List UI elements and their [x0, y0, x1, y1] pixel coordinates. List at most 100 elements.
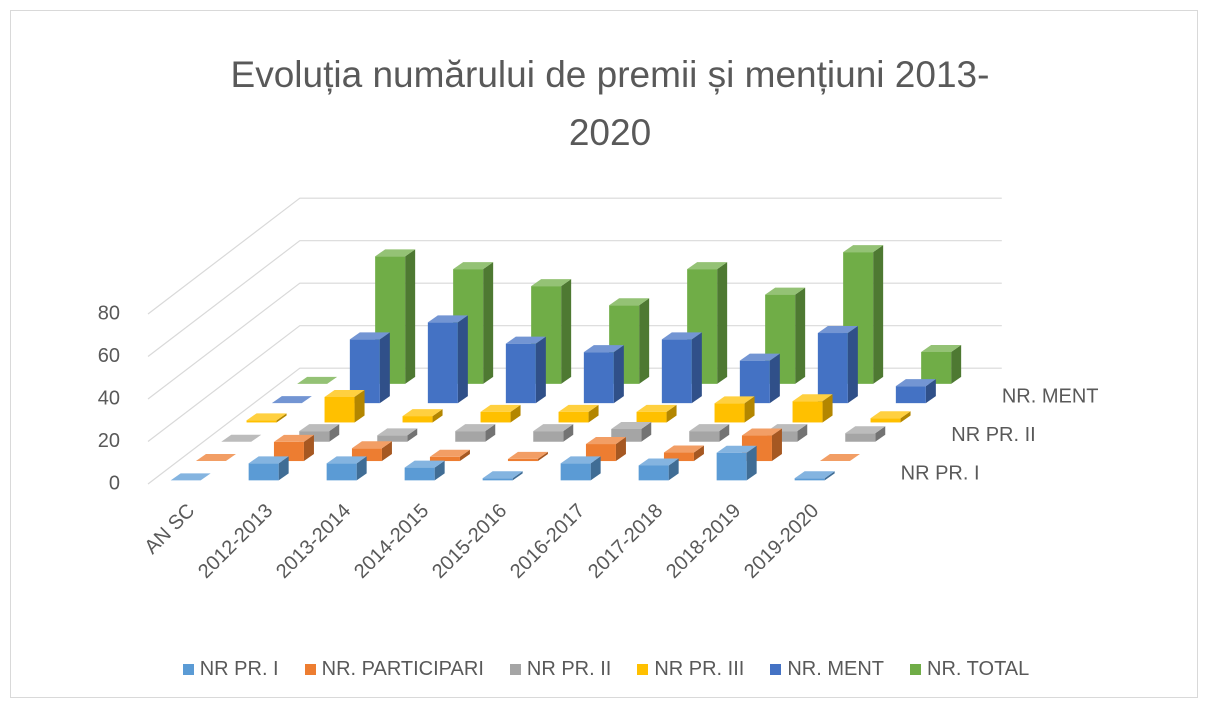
bar-side	[276, 413, 287, 423]
bar-side	[590, 456, 601, 481]
bar-top	[585, 437, 626, 445]
bar	[377, 435, 408, 442]
legend-item: NR. MENT	[770, 658, 884, 681]
bar-top	[299, 424, 340, 432]
bar-top	[611, 422, 652, 429]
bar	[870, 418, 901, 423]
bar-side	[356, 456, 367, 481]
bar	[895, 386, 926, 404]
y-tick-label: 80	[98, 302, 120, 324]
legend-item: NR PR. I	[182, 658, 279, 681]
bar-side	[432, 409, 443, 423]
bar-top	[609, 298, 650, 306]
y-tick-label: 20	[98, 430, 120, 452]
bar-side	[822, 394, 833, 423]
legend-swatch	[182, 664, 194, 675]
bar-top	[687, 262, 728, 270]
bar	[326, 463, 357, 481]
bar-side	[457, 315, 468, 404]
bar-side	[588, 404, 599, 423]
bar	[739, 360, 770, 404]
bar-side	[303, 434, 314, 462]
bar-top	[248, 456, 289, 464]
bar-side	[329, 424, 340, 442]
y-tick-label: 40	[98, 387, 120, 409]
bar-top	[558, 404, 599, 412]
bar-side	[719, 424, 730, 442]
grid-line	[147, 240, 1002, 357]
bar-top	[246, 413, 287, 421]
bar	[480, 411, 511, 423]
bar-top	[351, 441, 392, 449]
bar	[636, 411, 667, 423]
bar	[560, 463, 591, 481]
bar-top	[661, 332, 702, 340]
bar-top	[819, 454, 860, 462]
chart-title: Evoluția numărului de premii și mențiuni…	[230, 54, 990, 153]
bar	[714, 403, 745, 423]
bar-top	[638, 458, 679, 466]
bar-side	[459, 449, 470, 462]
bar	[921, 351, 952, 384]
bar-top	[271, 396, 312, 404]
bar-side	[407, 428, 418, 442]
bar-side	[795, 287, 806, 384]
bar	[845, 433, 876, 442]
depth-label: NR PR. I	[901, 463, 980, 485]
bar-side	[744, 396, 755, 423]
bar-side	[771, 428, 782, 462]
bar	[299, 431, 330, 442]
bar-top	[453, 262, 494, 270]
bar	[716, 452, 747, 481]
bar	[273, 441, 304, 462]
grid-line	[147, 197, 1002, 315]
bar-side	[278, 456, 289, 481]
x-tick-label: 2012-2013	[194, 500, 277, 583]
bar	[404, 467, 435, 481]
bar-top	[663, 445, 704, 453]
bar-side	[769, 353, 780, 404]
bar-top	[402, 409, 443, 417]
bar-top	[427, 315, 468, 323]
bar-top	[377, 428, 418, 436]
bar-top	[843, 245, 884, 253]
bar-side	[485, 424, 496, 442]
x-tick-label: 2016-2017	[506, 500, 589, 583]
legend-item: NR. PARTICIPARI	[304, 658, 484, 681]
x-tick-label: 2013-2014	[272, 500, 355, 583]
bar-top	[375, 249, 416, 257]
bar-side	[925, 379, 936, 404]
depth-label: NR PR. II	[951, 424, 1035, 446]
bar-top	[765, 287, 806, 295]
bar-top	[794, 471, 835, 479]
bar-top	[404, 460, 445, 468]
x-tick-label: 2019-2020	[740, 500, 823, 583]
x-tick-label: 2014-2015	[350, 500, 433, 583]
bar-top	[636, 404, 677, 412]
bar-side	[615, 437, 626, 462]
depth-label: NR. MENT	[1002, 385, 1099, 407]
x-tick-label: AN SC	[140, 500, 199, 559]
bar-top	[531, 279, 572, 287]
bar	[794, 478, 825, 481]
bar-side	[900, 411, 911, 423]
bar-top	[480, 404, 521, 412]
bar-top	[221, 434, 262, 442]
bar	[583, 352, 614, 404]
bar-side	[717, 262, 728, 384]
bar-side	[746, 445, 757, 481]
bar-top	[326, 456, 367, 464]
bar-top	[895, 379, 936, 387]
bar-side	[691, 332, 702, 404]
bar-side	[561, 279, 572, 384]
bar-top	[560, 456, 601, 464]
bar-side	[563, 424, 574, 442]
legend: NR PR. I NR. PARTICIPARI NR PR. II NR PR. I…	[0, 658, 1212, 681]
bar-top	[739, 353, 780, 361]
bar-side	[537, 451, 548, 462]
y-tick-label: 60	[98, 345, 120, 367]
bar-side	[379, 332, 390, 404]
grid-line	[147, 282, 1002, 400]
bar-top	[689, 424, 730, 432]
